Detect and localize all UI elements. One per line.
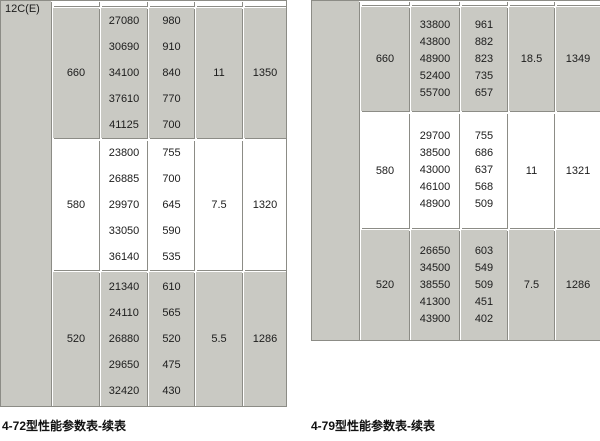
top-edge-cell bbox=[556, 1, 600, 5]
top-edge-cell bbox=[509, 1, 554, 5]
power-value-cell: 7.5 bbox=[196, 140, 242, 270]
left-performance-table: 12C(E) 660 27080 30690 34100 37610 41125… bbox=[0, 0, 287, 407]
pressure-values-cell: 755 700 645 590 535 bbox=[149, 140, 194, 270]
rpm-value-cell: 1320 bbox=[244, 140, 286, 270]
group-label-cell: 520 bbox=[53, 272, 99, 406]
group-label-cell: 660 bbox=[53, 8, 99, 138]
rpm-value-cell: 1321 bbox=[556, 113, 600, 228]
corner-empty-cell bbox=[312, 1, 359, 340]
flow-values-cell: 23800 26885 29970 33050 36140 bbox=[101, 140, 147, 270]
right-table-caption: 4-79型性能参数表-续表 bbox=[311, 419, 436, 433]
top-edge-cell bbox=[149, 1, 194, 6]
top-edge-cell bbox=[53, 1, 99, 6]
rpm-value-cell: 1286 bbox=[244, 272, 286, 406]
flow-values-cell: 33800 43800 48900 52400 55700 bbox=[411, 7, 459, 111]
top-edge-cell bbox=[244, 1, 286, 6]
flow-values-cell: 29700 38500 43000 46100 48900 bbox=[411, 113, 459, 228]
flow-values-cell: 26650 34500 38550 41300 43900 bbox=[411, 230, 459, 340]
right-performance-table: 660 33800 43800 48900 52400 55700 961 88… bbox=[311, 0, 600, 341]
group-label-cell: 580 bbox=[361, 113, 409, 228]
pressure-values-cell: 755 686 637 568 509 bbox=[461, 113, 507, 228]
pressure-values-cell: 603 549 509 451 402 bbox=[461, 230, 507, 340]
group-label-cell: 580 bbox=[53, 140, 99, 270]
left-table-caption: 4-72型性能参数表-续表 bbox=[2, 419, 127, 433]
power-value-cell: 18.5 bbox=[509, 7, 554, 111]
pressure-values-cell: 610 565 520 475 430 bbox=[149, 272, 194, 406]
pressure-values-cell: 980 910 840 770 700 bbox=[149, 8, 194, 138]
top-edge-cell bbox=[411, 1, 459, 5]
flow-values-cell: 27080 30690 34100 37610 41125 bbox=[101, 8, 147, 138]
power-value-cell: 7.5 bbox=[509, 230, 554, 340]
power-value-cell: 11 bbox=[509, 113, 554, 228]
flow-values-cell: 21340 24110 26880 29650 32420 bbox=[101, 272, 147, 406]
rpm-value-cell: 1349 bbox=[556, 7, 600, 111]
group-label-cell: 520 bbox=[361, 230, 409, 340]
top-edge-cell bbox=[101, 1, 147, 6]
power-value-cell: 11 bbox=[196, 8, 242, 138]
top-edge-cell bbox=[196, 1, 242, 6]
top-edge-cell bbox=[461, 1, 507, 5]
corner-label-cell: 12C(E) bbox=[1, 1, 51, 406]
top-edge-cell bbox=[361, 1, 409, 5]
pressure-values-cell: 961 882 823 735 657 bbox=[461, 7, 507, 111]
rpm-value-cell: 1350 bbox=[244, 8, 286, 138]
rpm-value-cell: 1286 bbox=[556, 230, 600, 340]
power-value-cell: 5.5 bbox=[196, 272, 242, 406]
group-label-cell: 660 bbox=[361, 7, 409, 111]
